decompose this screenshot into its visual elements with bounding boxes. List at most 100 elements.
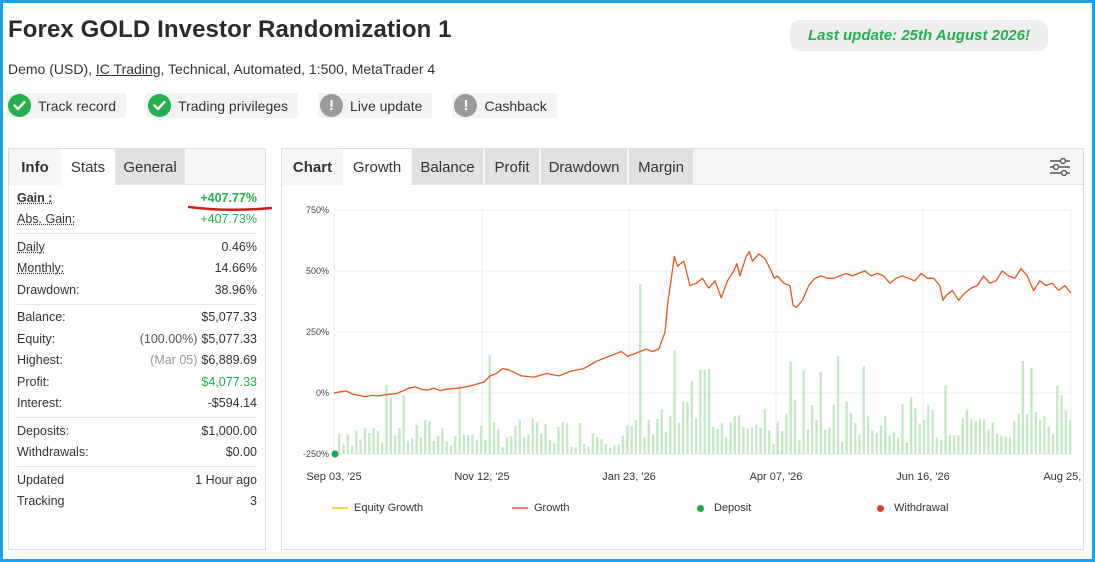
tab-info[interactable]: Info bbox=[9, 149, 61, 185]
volume-bar bbox=[613, 445, 616, 454]
tab-balance[interactable]: Balance bbox=[412, 149, 483, 185]
stat-monthly: Monthly: 14.66% bbox=[17, 258, 257, 280]
stat-label[interactable]: Monthly: bbox=[17, 261, 65, 276]
volume-bar bbox=[1017, 413, 1020, 454]
legend-deposit[interactable]: Deposit bbox=[697, 502, 751, 514]
stats-group-rates: Daily 0.46% Monthly: 14.66% Drawdown: 38… bbox=[17, 234, 257, 305]
volume-bar bbox=[561, 421, 564, 454]
stat-tracking: Tracking 3 bbox=[17, 491, 257, 513]
volume-bar bbox=[596, 437, 599, 454]
stat-value: $0.00 bbox=[225, 445, 257, 460]
volume-bar bbox=[557, 427, 560, 454]
volume-bar bbox=[733, 416, 736, 454]
volume-bar bbox=[617, 444, 620, 454]
stat-equity: Equity: (100.00%) $5,077.33 bbox=[17, 328, 257, 350]
x-tick-label: Nov 12, '25 bbox=[454, 471, 509, 483]
x-tick-label: Jun 16, '26 bbox=[896, 471, 949, 483]
volume-bar bbox=[815, 419, 818, 454]
stat-value: 14.66% bbox=[214, 261, 257, 276]
volume-bar bbox=[634, 420, 638, 454]
stat-drawdown: Drawdown: 38.96% bbox=[17, 279, 257, 301]
volume-bar bbox=[471, 434, 474, 454]
x-tick-label: Aug 25, '26 bbox=[1043, 471, 1083, 483]
volume-bar bbox=[621, 435, 625, 454]
stat-label[interactable]: Gain : bbox=[17, 190, 53, 205]
volume-bar bbox=[866, 416, 870, 454]
volume-bar bbox=[669, 415, 672, 454]
stats-group-balance: Balance: $5,077.33 Equity: (100.00%) $5,0… bbox=[17, 305, 257, 418]
volume-bar bbox=[987, 429, 990, 454]
broker-link[interactable]: IC Trading bbox=[95, 61, 161, 77]
volume-bar bbox=[376, 431, 380, 454]
red-underline-annotation bbox=[188, 205, 273, 211]
badge-cashback[interactable]: ! Cashback bbox=[452, 93, 557, 118]
growth-chart: 750% 500% 250% 0% -250% Sep 03, '25 Nov 12, '2… bbox=[282, 186, 1083, 549]
volume-bar bbox=[712, 426, 715, 454]
check-icon bbox=[148, 94, 172, 117]
volume-bar bbox=[1008, 437, 1012, 454]
volume-bar bbox=[849, 412, 853, 454]
volume-bar bbox=[639, 284, 642, 454]
volume-bar bbox=[492, 422, 496, 454]
stat-deposits: Deposits: $1,000.00 bbox=[17, 420, 257, 442]
stat-value: +407.73% bbox=[200, 212, 257, 227]
volume-bar bbox=[690, 380, 693, 454]
chart-panel: Chart Growth Balance Profit Drawdown Mar… bbox=[281, 148, 1084, 550]
stat-profit: Profit: $4,077.33 bbox=[17, 371, 257, 393]
y-tick-label: 750% bbox=[306, 205, 329, 215]
volume-bar bbox=[1043, 416, 1046, 454]
badge-label: Live update bbox=[350, 97, 423, 114]
stat-label[interactable]: Daily bbox=[17, 239, 45, 254]
stat-balance: Balance: $5,077.33 bbox=[17, 307, 257, 329]
last-update-badge: Last update: 25th August 2026! bbox=[790, 20, 1048, 51]
legend-withdrawal[interactable]: Withdrawal bbox=[877, 502, 948, 514]
volume-bar bbox=[927, 404, 930, 454]
tab-chart[interactable]: Chart bbox=[282, 149, 343, 185]
stats-group-deposits: Deposits: $1,000.00 Withdrawals: $0.00 bbox=[17, 418, 257, 467]
tab-profit[interactable]: Profit bbox=[485, 149, 539, 185]
volume-bar bbox=[355, 430, 358, 454]
volume-bar bbox=[484, 439, 487, 454]
volume-bar bbox=[832, 404, 835, 454]
volume-bar bbox=[909, 396, 913, 454]
volume-bar bbox=[643, 437, 646, 454]
volume-bar bbox=[1069, 420, 1072, 454]
volume-bar bbox=[604, 443, 607, 454]
volume-bar bbox=[1013, 420, 1016, 454]
volume-bar bbox=[647, 419, 650, 454]
stat-label[interactable]: Abs. Gain: bbox=[17, 212, 76, 227]
stat-gain: Gain : +407.77% bbox=[17, 187, 273, 211]
volume-bar bbox=[841, 441, 844, 454]
badge-live-update[interactable]: ! Live update bbox=[318, 93, 433, 118]
volume-bar bbox=[768, 430, 771, 454]
volume-bar bbox=[952, 435, 956, 454]
growth-chart-svg: 750% 500% 250% 0% -250% Sep 03, '25 Nov 12, '2… bbox=[303, 205, 1083, 483]
tab-general[interactable]: General bbox=[115, 149, 185, 185]
volume-bar bbox=[419, 437, 423, 454]
volume-bar bbox=[656, 418, 659, 454]
stat-label: Drawdown: bbox=[17, 282, 80, 297]
volume-bar bbox=[578, 423, 582, 454]
volume-bar bbox=[897, 437, 900, 454]
volume-bar bbox=[995, 433, 999, 454]
legend-swatch bbox=[697, 504, 704, 512]
badge-track-record[interactable]: Track record bbox=[6, 93, 127, 118]
legend-equity-growth[interactable]: Equity Growth bbox=[332, 502, 423, 514]
volume-bar bbox=[415, 424, 418, 454]
legend-growth[interactable]: Growth bbox=[512, 502, 569, 514]
tab-stats[interactable]: Stats bbox=[61, 149, 115, 185]
volume-bar bbox=[497, 428, 500, 454]
volume-bar bbox=[1026, 414, 1029, 454]
stat-label: Withdrawals: bbox=[17, 445, 89, 460]
tab-growth[interactable]: Growth bbox=[343, 149, 411, 185]
volume-bar bbox=[918, 423, 921, 454]
x-tick-label: Apr 07, '26 bbox=[750, 471, 803, 483]
volume-bar bbox=[983, 419, 986, 454]
volume-bar bbox=[970, 418, 973, 454]
tab-drawdown[interactable]: Drawdown bbox=[541, 149, 627, 185]
chart-settings-button[interactable] bbox=[1049, 157, 1071, 177]
tab-margin[interactable]: Margin bbox=[629, 149, 693, 185]
badge-trading-privileges[interactable]: Trading privileges bbox=[146, 93, 299, 118]
exclamation-icon: ! bbox=[454, 94, 478, 117]
volume-bar bbox=[763, 408, 767, 454]
